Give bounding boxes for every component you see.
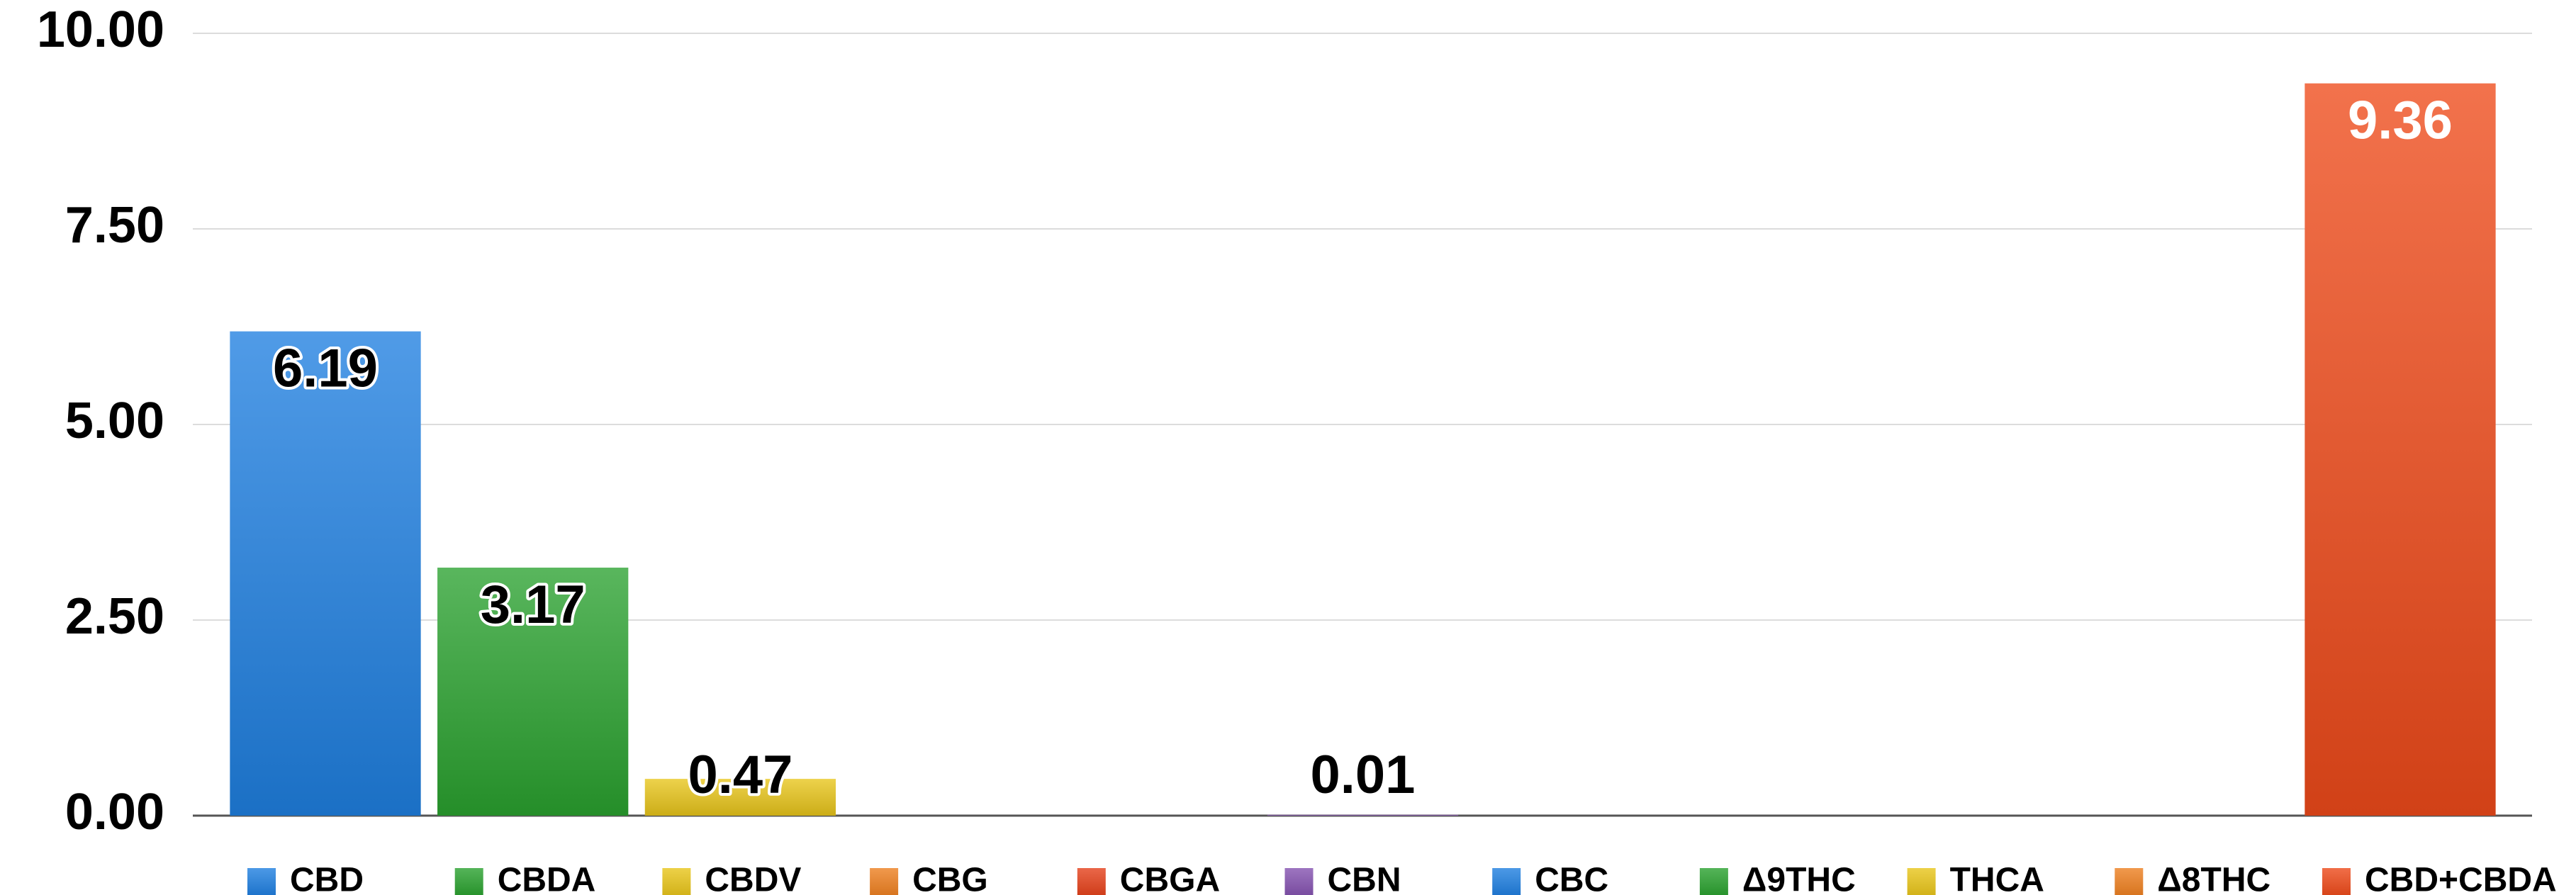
legend-label: THCA	[1950, 862, 2044, 895]
value-label: 0.01	[1311, 745, 1416, 805]
legend-label: CBDV	[705, 862, 801, 895]
legend-swatch	[1284, 868, 1314, 895]
bar	[1267, 814, 1459, 816]
legend-swatch	[1907, 868, 1936, 895]
legend-label: CBC	[1535, 862, 1608, 895]
y-tick-label: 10.00	[37, 1, 164, 58]
bar	[437, 568, 629, 816]
legend-swatch	[2322, 868, 2351, 895]
value-label: 9.36	[2348, 91, 2453, 151]
value-label: 3.17	[481, 575, 586, 635]
bar	[644, 779, 836, 816]
legend-label: CBD+CBDA	[2365, 862, 2557, 895]
legend-swatch	[1699, 868, 1728, 895]
legend-swatch	[1077, 868, 1106, 895]
legend-label: CBD	[290, 862, 364, 895]
legend-swatch	[1492, 868, 1521, 895]
legend-swatch	[2115, 868, 2144, 895]
legend-label: CBG	[912, 862, 988, 895]
y-tick-label: 2.50	[65, 588, 164, 645]
y-tick-label: 0.00	[65, 784, 164, 840]
legend-label: CBN	[1328, 862, 1401, 895]
value-label: 6.19	[273, 339, 378, 399]
legend-swatch	[454, 868, 483, 895]
bar	[230, 331, 421, 816]
value-label: 0.47	[688, 745, 793, 805]
legend-label: Δ8THC	[2157, 862, 2270, 895]
legend-label: CBGA	[1120, 862, 1220, 895]
legend-swatch	[870, 868, 899, 895]
legend-label: CBDA	[498, 862, 596, 895]
legend-swatch	[662, 868, 691, 895]
legend-label: Δ9THC	[1742, 862, 1856, 895]
y-tick-label: 7.50	[65, 197, 164, 254]
legend-swatch	[247, 868, 276, 895]
y-tick-label: 5.00	[65, 393, 164, 449]
bar	[2305, 83, 2496, 816]
